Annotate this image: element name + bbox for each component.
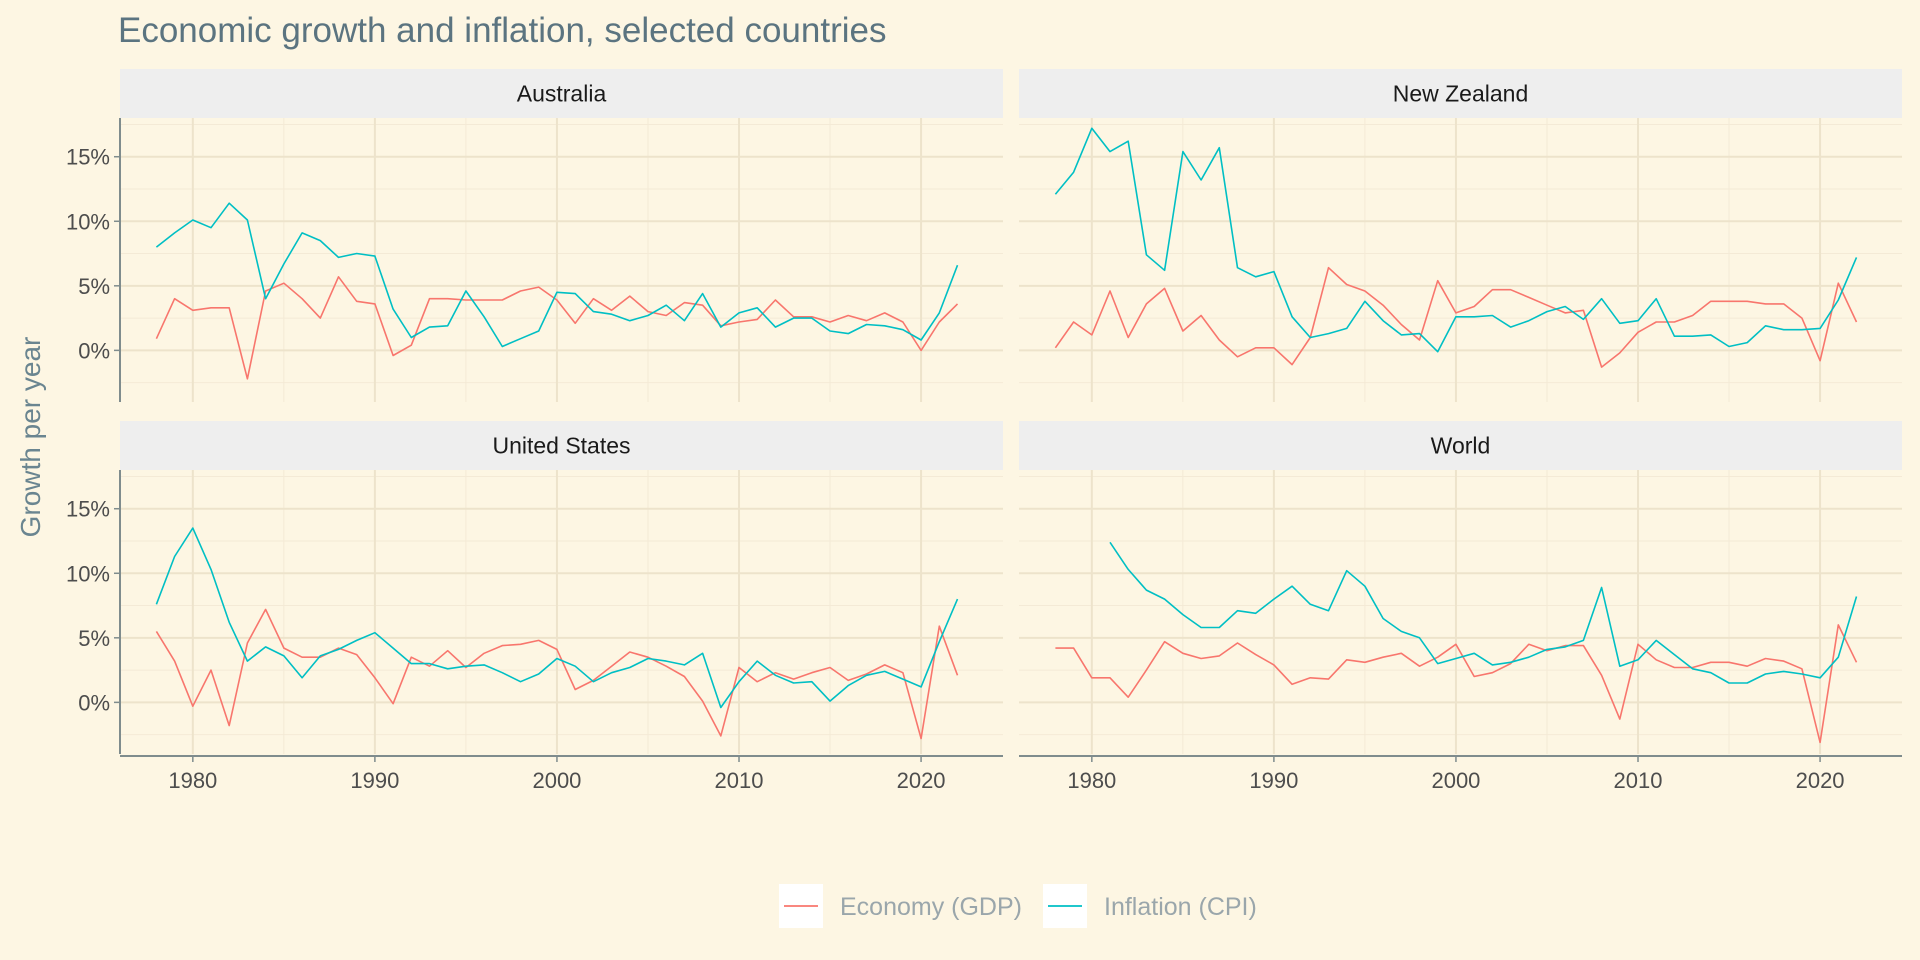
strip-label-new-zealand: New Zealand xyxy=(1393,81,1529,107)
strip-australia xyxy=(120,69,1003,118)
strip-label-world: World xyxy=(1431,433,1491,459)
legend: Economy (GDP) Inflation (CPI) xyxy=(779,884,1257,928)
panel-new-zealand: New Zealand xyxy=(1019,69,1902,402)
strip-label-united-states: United States xyxy=(492,433,630,459)
y-tick-label: 10% xyxy=(66,561,110,586)
legend-item-inflation-cpi: Inflation (CPI) xyxy=(1043,884,1257,928)
x-tick-label: 1990 xyxy=(1249,768,1298,793)
y-tick-label: 5% xyxy=(78,274,110,299)
x-tick-label: 1990 xyxy=(350,768,399,793)
y-tick-label: 5% xyxy=(78,626,110,651)
series-line-united-states-inflation-cpi xyxy=(155,527,959,709)
series-line-australia-inflation-cpi xyxy=(155,202,959,348)
facet-panels: Australia New Zealand United States World xyxy=(120,69,1902,754)
strip-new-zealand xyxy=(1019,69,1902,118)
y-axis-label: Growth per year xyxy=(15,337,46,538)
y-tick-label: 15% xyxy=(66,497,110,522)
x-tick-label: 2010 xyxy=(1614,768,1663,793)
y-tick-label: 0% xyxy=(78,338,110,363)
panel-world: World xyxy=(1019,421,1902,754)
y-tick-label: 15% xyxy=(66,145,110,170)
series-line-united-states-economy-gdp xyxy=(155,608,959,740)
x-tick-label: 2000 xyxy=(1431,768,1480,793)
x-tick-label: 2010 xyxy=(715,768,764,793)
strip-united-states xyxy=(120,421,1003,470)
series-line-world-inflation-cpi xyxy=(1109,541,1858,684)
legend-item-economy-gdp: Economy (GDP) xyxy=(779,884,1022,928)
chart-title: Economic growth and inflation, selected … xyxy=(118,11,886,50)
panel-united-states: United States xyxy=(120,421,1003,754)
x-tick-label: 2020 xyxy=(897,768,946,793)
series-line-world-economy-gdp xyxy=(1055,624,1858,744)
panel-australia: Australia xyxy=(120,69,1003,402)
legend-label-inflation-cpi: Inflation (CPI) xyxy=(1104,893,1257,921)
series-line-new-zealand-inflation-cpi xyxy=(1054,127,1858,353)
y-tick-label: 0% xyxy=(78,690,110,715)
x-tick-label: 1980 xyxy=(1067,768,1116,793)
y-axis: 0% 5% 10% 15% 0% 5% 10% 15% xyxy=(66,118,121,754)
legend-label-economy-gdp: Economy (GDP) xyxy=(840,893,1022,921)
x-tick-label: 1980 xyxy=(168,768,217,793)
strip-label-australia: Australia xyxy=(517,81,607,107)
x-tick-label: 2020 xyxy=(1796,768,1845,793)
series-line-australia-economy-gdp xyxy=(155,275,959,380)
series-line-new-zealand-economy-gdp xyxy=(1054,266,1858,368)
x-axis: 1980 1990 2000 2010 2020 1980 1990 2000 2010 2020 xyxy=(120,755,1902,793)
strip-world xyxy=(1019,421,1902,470)
y-tick-label: 10% xyxy=(66,209,110,234)
x-tick-label: 2000 xyxy=(532,768,581,793)
